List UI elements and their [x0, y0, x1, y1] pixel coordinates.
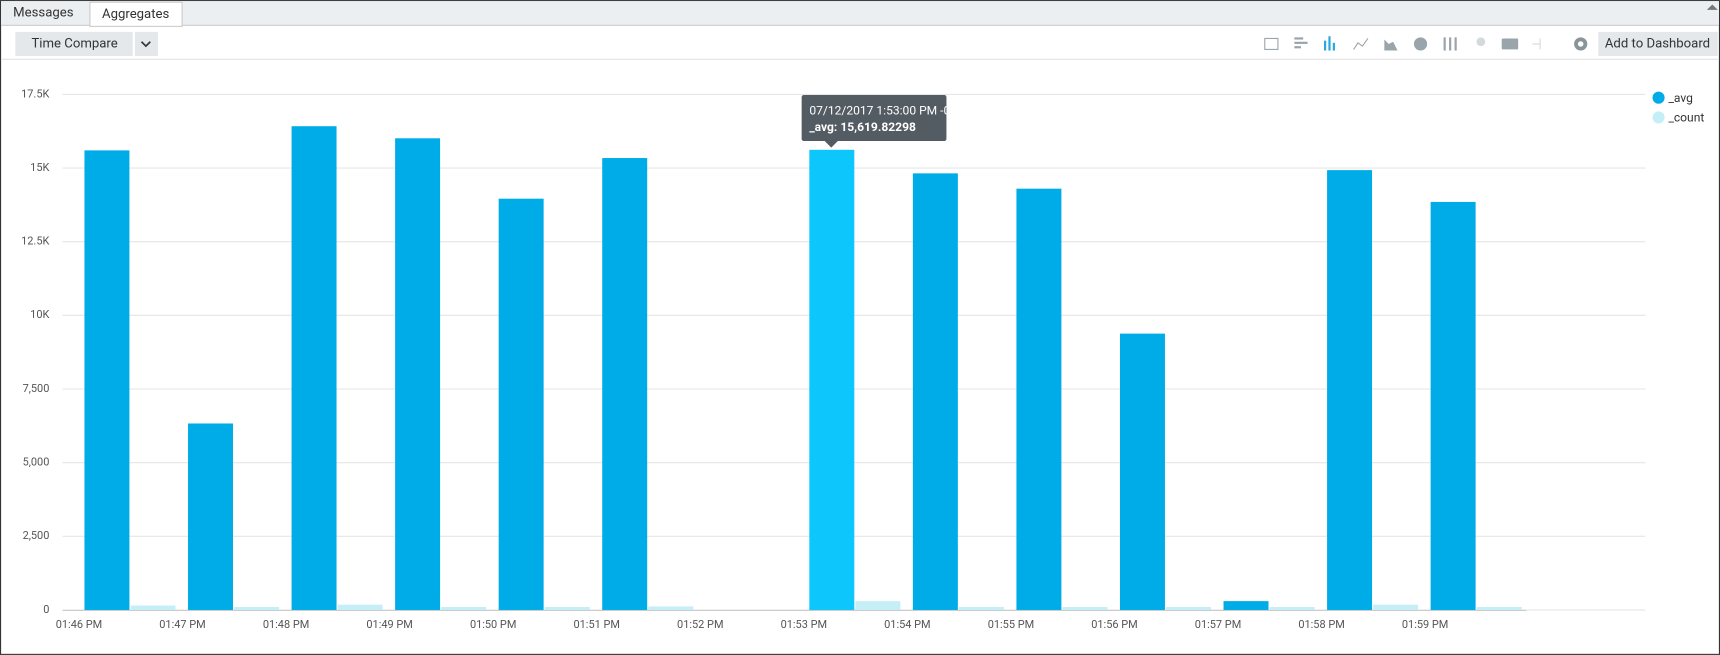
tooltip-box [801, 94, 947, 142]
x-tick-label: 01:47 PM [159, 618, 205, 631]
bar [809, 149, 855, 610]
bar [498, 198, 544, 610]
icon[interactable] [1532, 38, 1541, 50]
bar [1430, 201, 1476, 610]
icon[interactable] [1294, 46, 1301, 49]
y-tick-label: 15K [30, 161, 49, 174]
dropdown-arrow[interactable] [140, 41, 151, 48]
bar [1269, 607, 1315, 610]
active-tab[interactable] [89, 1, 183, 27]
tooltip-arrow [824, 141, 838, 148]
bar [958, 607, 1004, 610]
y-tick-label: 0 [43, 603, 49, 616]
bar [1476, 607, 1522, 610]
x-tick-label: 01:50 PM [470, 618, 516, 631]
bar [291, 126, 337, 610]
y-tick-label: 7,500 [23, 382, 50, 395]
x-tick-label: 01:59 PM [1402, 618, 1448, 631]
tooltip-text: _avg: 15,619.82298 [809, 120, 916, 134]
icon[interactable] [1353, 38, 1369, 50]
tooltip-title: 07/12/2017 1:53:00 PM -0700 [809, 104, 971, 118]
bar [1062, 607, 1108, 610]
bar [1016, 188, 1062, 610]
icon[interactable] [1328, 36, 1331, 51]
bar [1327, 170, 1373, 610]
x-tick-label: 01:49 PM [366, 618, 412, 631]
x-tick-label: 01:56 PM [1091, 618, 1137, 631]
icon[interactable] [1332, 42, 1335, 51]
bar [130, 605, 176, 610]
chart-type-icons[interactable] [1264, 36, 1588, 51]
bar [84, 150, 130, 610]
icon[interactable] [1413, 37, 1428, 51]
icon[interactable] [1501, 38, 1519, 50]
dropdown-button[interactable] [134, 31, 158, 57]
compare-button[interactable] [15, 31, 133, 57]
x-tick-label: 01:58 PM [1298, 618, 1344, 631]
bar [188, 423, 233, 610]
bar [395, 138, 441, 610]
bar [912, 173, 958, 610]
bar [544, 607, 590, 610]
bar [337, 604, 383, 610]
icon[interactable] [1454, 37, 1457, 51]
tab-bar [1, 1, 1719, 26]
x-tick-label: 01:53 PM [781, 618, 827, 631]
x-tick-label: 01:55 PM [988, 618, 1034, 631]
y-tick-label: 5,000 [23, 456, 50, 469]
icon[interactable] [1384, 39, 1398, 51]
y-tick-label: 17.5K [21, 87, 49, 100]
bar [648, 606, 694, 610]
y-tick-label: 10K [30, 308, 49, 321]
icon[interactable] [1443, 37, 1446, 51]
x-tick-label: 01:54 PM [884, 618, 930, 631]
bar [1223, 601, 1269, 610]
dashboard-button[interactable] [1598, 31, 1718, 57]
x-tick-label: 01:51 PM [574, 618, 620, 631]
settings-icon-hole[interactable] [1577, 41, 1584, 47]
bar [602, 158, 648, 610]
icon[interactable] [1476, 37, 1486, 47]
legend-label: _count [1668, 111, 1704, 125]
x-tick-label: 01:46 PM [56, 618, 102, 631]
button-label[interactable]: Time Compare [31, 36, 117, 51]
button-label[interactable]: Add to Dashboard [1605, 36, 1710, 51]
collapse-icon[interactable] [1706, 4, 1718, 10]
bar [1166, 607, 1212, 610]
y-tick-label: 12.5K [21, 235, 49, 248]
x-tick-label: 01:48 PM [263, 618, 309, 631]
bar [234, 607, 280, 610]
legend-label: _avg [1668, 91, 1692, 105]
bar [1119, 333, 1165, 610]
y-tick-label: 2,500 [23, 529, 50, 542]
legend-swatch [1652, 91, 1665, 104]
bar [1373, 604, 1419, 610]
x-tick-label: 01:52 PM [677, 618, 723, 631]
icon[interactable] [1294, 37, 1304, 40]
tab[interactable]: Aggregates [102, 7, 169, 22]
plot: 0 2,500 5,000 7,500 10K 12.5K 15K 17.5K 01:46 PM… [21, 87, 1704, 631]
tab[interactable]: Messages [13, 6, 74, 21]
icon[interactable] [1264, 37, 1279, 50]
legend-swatch [1652, 111, 1665, 124]
icon[interactable] [1294, 41, 1308, 44]
icon[interactable] [1324, 40, 1327, 51]
bar [855, 601, 901, 610]
x-tick-label: 01:57 PM [1195, 618, 1241, 631]
bar [441, 607, 487, 610]
icon[interactable] [1449, 37, 1452, 51]
